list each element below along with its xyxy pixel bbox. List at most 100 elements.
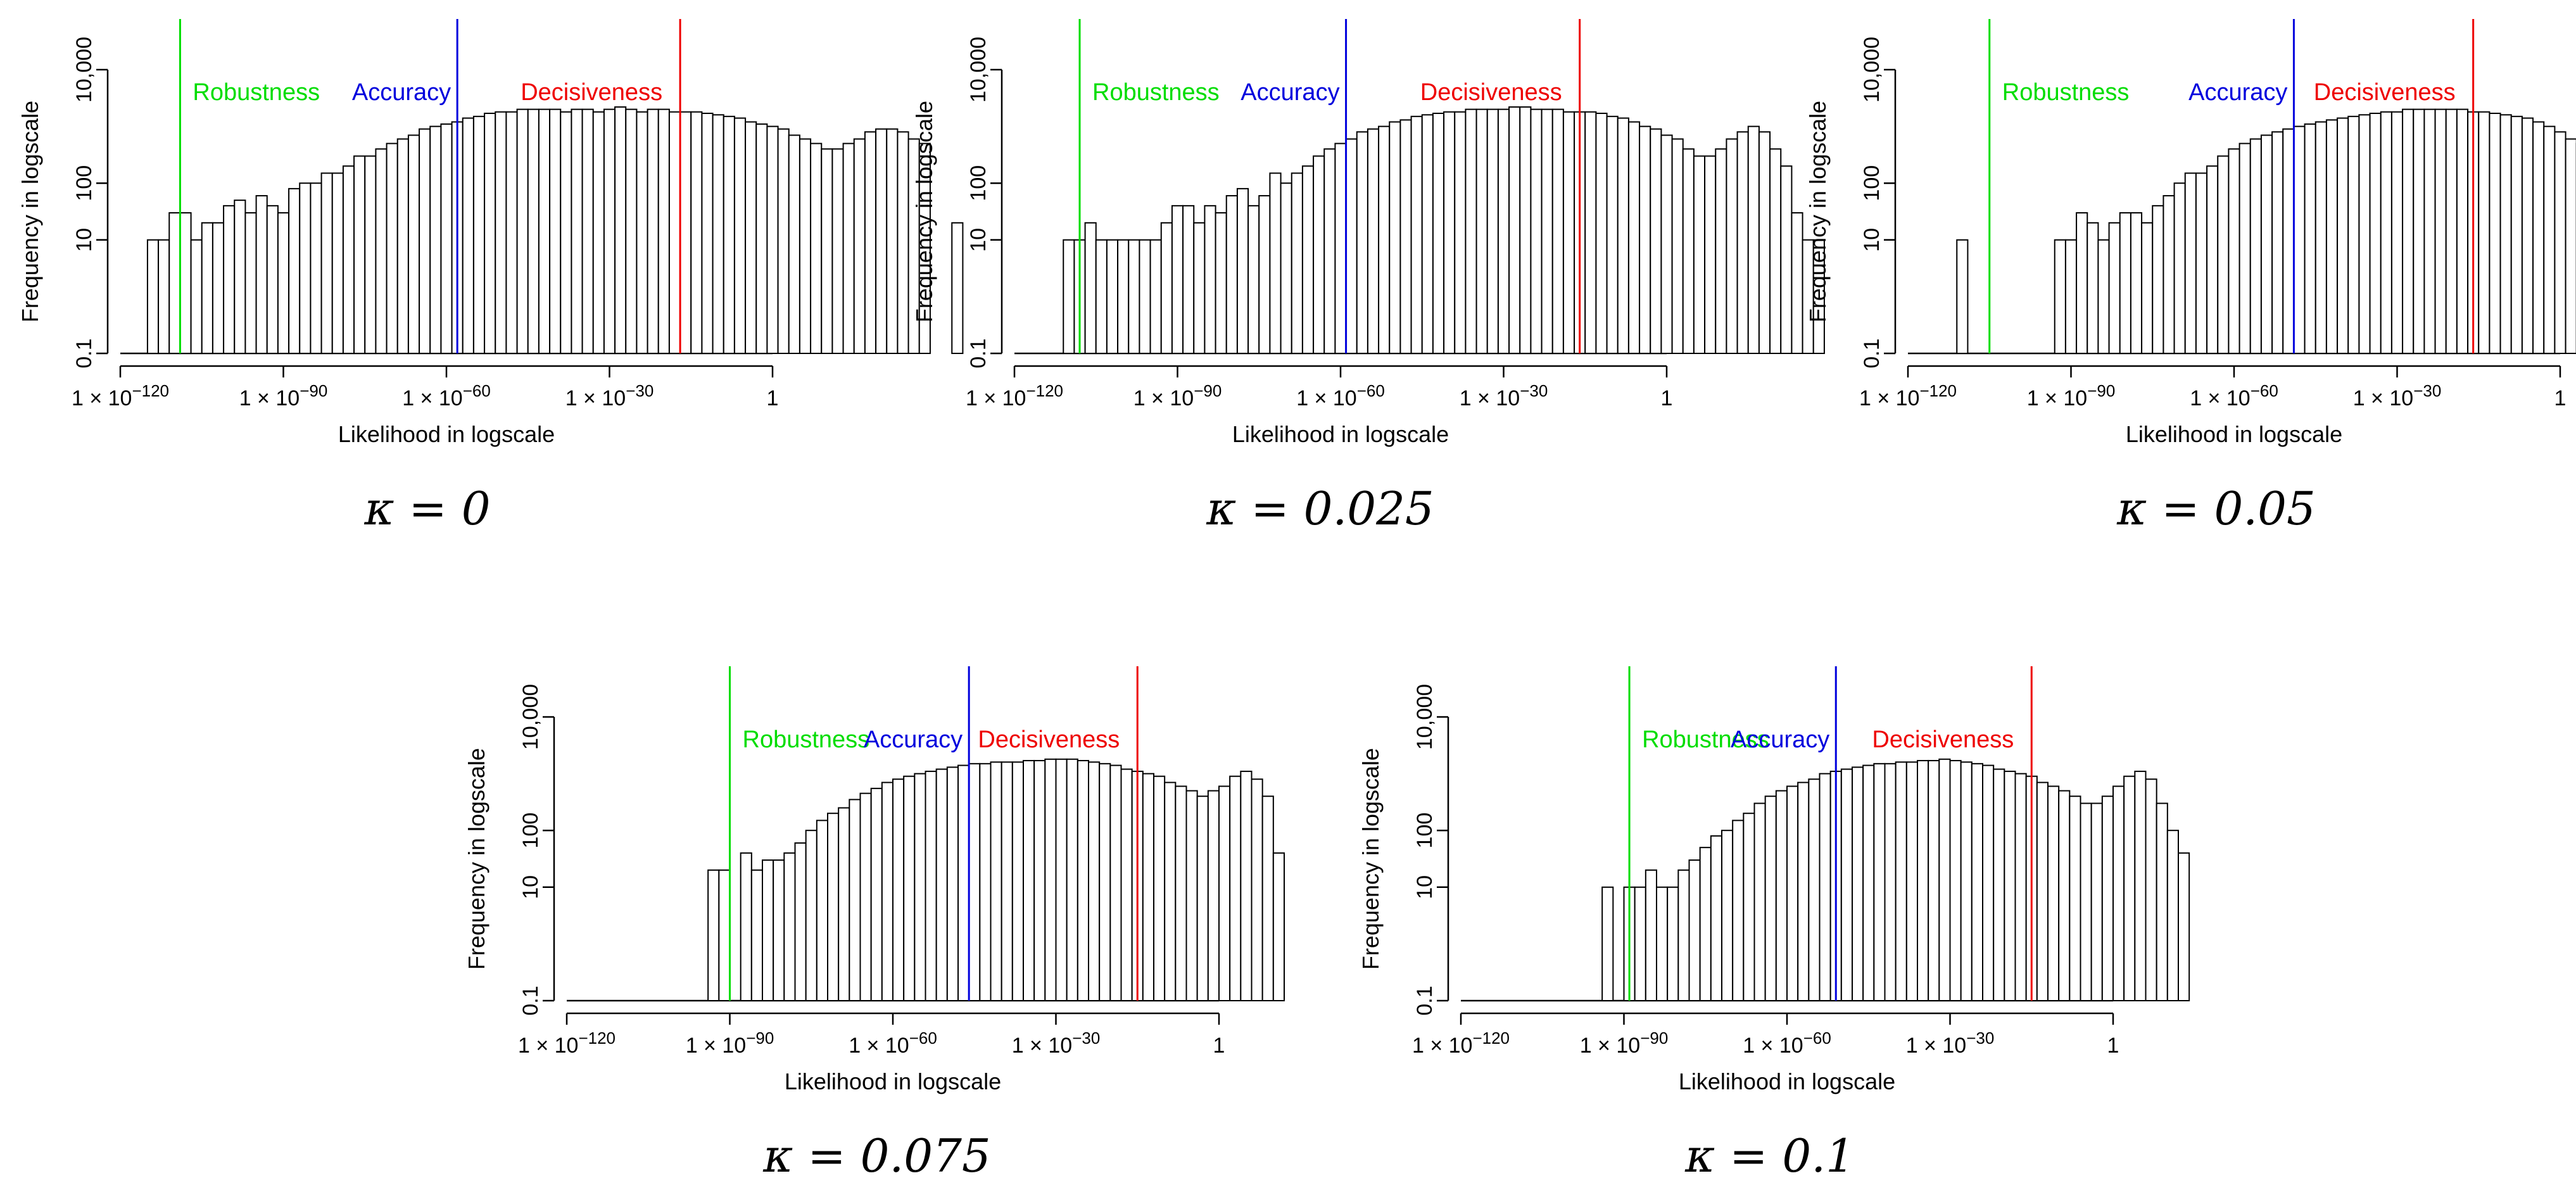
histogram-bar — [1764, 795, 1777, 1001]
histogram-bar — [1301, 165, 1315, 354]
histogram-bar — [168, 212, 181, 354]
histogram-bar — [1063, 239, 1075, 354]
histogram-bar — [1584, 111, 1597, 355]
histogram-bar — [212, 222, 225, 354]
histogram-bar — [914, 773, 926, 1001]
histogram-bar — [657, 108, 670, 354]
histogram-bar — [407, 134, 420, 354]
x-tick-label: 1 × 10−30 — [565, 381, 654, 410]
histogram-bar — [842, 142, 855, 354]
histogram-bar — [592, 111, 605, 355]
x-axis-label: Likelihood in logscale — [1232, 421, 1449, 447]
robustness-label: Robustness — [743, 726, 870, 753]
histogram-bar — [1454, 111, 1467, 355]
histogram-bar — [571, 108, 583, 354]
histogram-bar — [1541, 108, 1553, 354]
histogram-bar — [2402, 108, 2415, 354]
panel-caption: κ = 0.1 — [1684, 1129, 1855, 1182]
histogram-bar — [2101, 795, 2114, 1001]
histogram-bar — [2195, 172, 2208, 354]
histogram-bar — [707, 869, 720, 1002]
histogram-bar — [1272, 852, 1285, 1002]
histogram-bar — [897, 131, 909, 354]
histogram-bar — [853, 138, 866, 354]
histogram-bar — [1753, 802, 1766, 1002]
histogram-bar — [1185, 790, 1198, 1001]
histogram-bar — [1432, 112, 1445, 354]
histogram-bar — [2076, 212, 2088, 354]
y-tick-label: 100 — [72, 165, 96, 201]
histogram-bar — [1465, 108, 1477, 354]
histogram-bar — [990, 761, 1002, 1001]
histogram-bar — [881, 782, 894, 1002]
y-tick-label: 10 — [72, 228, 96, 252]
histogram-bar — [1645, 869, 1657, 1002]
y-axis-label: Frequency in logscale — [464, 748, 489, 970]
histogram-bar — [1601, 886, 1614, 1002]
histogram-bar — [1747, 125, 1760, 354]
histogram-bar — [827, 813, 840, 1001]
histogram-bar — [2134, 770, 2147, 1002]
histogram-bar — [234, 200, 246, 355]
histogram-bar — [1562, 111, 1575, 355]
histogram-bar — [2249, 138, 2262, 354]
histogram-bar — [2304, 123, 2316, 355]
histogram-bar — [810, 142, 823, 354]
histogram-bar — [1956, 239, 1969, 354]
histogram-bar — [2087, 222, 2099, 354]
histogram-bar — [1693, 155, 1706, 355]
accuracy-label: Accuracy — [864, 726, 963, 753]
histogram-bar — [762, 859, 774, 1001]
histogram-bar — [2047, 785, 2060, 1001]
histogram-bar — [777, 128, 790, 355]
histogram-bar — [1269, 172, 1282, 354]
histogram-bar — [1895, 761, 1907, 1001]
y-tick-label: 100 — [519, 813, 543, 849]
x-tick-label: 1 × 10−30 — [2353, 381, 2442, 410]
histogram-bar — [2054, 239, 2066, 354]
histogram-bar — [1236, 187, 1249, 354]
histogram-bar — [1109, 764, 1122, 1002]
histogram-bar — [1175, 785, 1187, 1001]
histogram-bar — [2478, 111, 2491, 355]
chart-panel-3: 1 × 10−120 1 × 10−90 1 × 10−60 1 × 10−30 1 Li… — [1805, 19, 2576, 535]
histogram-bar — [668, 111, 681, 355]
histogram-bar — [2434, 108, 2447, 354]
histogram-bar — [718, 869, 731, 1002]
histogram-bar — [1258, 195, 1271, 354]
histogram-bar — [925, 770, 937, 1002]
histogram-bar — [1982, 764, 1995, 1002]
histogram-bar — [353, 155, 366, 355]
histogram-bar — [1076, 759, 1090, 1001]
histogram-bar — [1160, 222, 1173, 354]
histogram-bar — [1182, 205, 1195, 355]
histogram-bar — [2565, 138, 2576, 354]
histogram-bar — [821, 148, 833, 354]
histogram-bar — [1280, 182, 1292, 354]
histogram-bar — [1627, 121, 1641, 354]
histogram-bar — [946, 766, 959, 1001]
histogram-bar — [2554, 131, 2567, 354]
histogram-bar — [331, 172, 344, 354]
histogram-bar — [320, 172, 333, 354]
chart-panel-1: 1 × 10−120 1 × 10−90 1 × 10−60 1 × 10−30 1 Li… — [17, 19, 964, 535]
histogram-bar — [957, 764, 970, 1002]
histogram-bar — [2173, 182, 2186, 354]
histogram-bar — [723, 115, 735, 354]
histogram-bar — [1606, 115, 1619, 354]
histogram-bar — [396, 138, 409, 354]
histogram-bar — [603, 108, 616, 354]
histogram-bar — [244, 212, 257, 354]
histogram-bar — [2271, 131, 2284, 354]
histogram-bar — [1218, 785, 1231, 1001]
histogram-bar — [2325, 119, 2339, 354]
histogram-bar — [429, 125, 442, 354]
panel-caption: κ = 0.05 — [2116, 482, 2316, 535]
y-tick-label: 10,000 — [1413, 684, 1437, 750]
decisiveness-label: Decisiveness — [1872, 726, 2014, 753]
histogram-bar — [1884, 763, 1897, 1002]
histogram-bar — [1726, 138, 1738, 354]
histogram-bar — [1055, 758, 1068, 1001]
histogram-bar — [918, 142, 931, 354]
histogram-bar — [495, 111, 507, 355]
